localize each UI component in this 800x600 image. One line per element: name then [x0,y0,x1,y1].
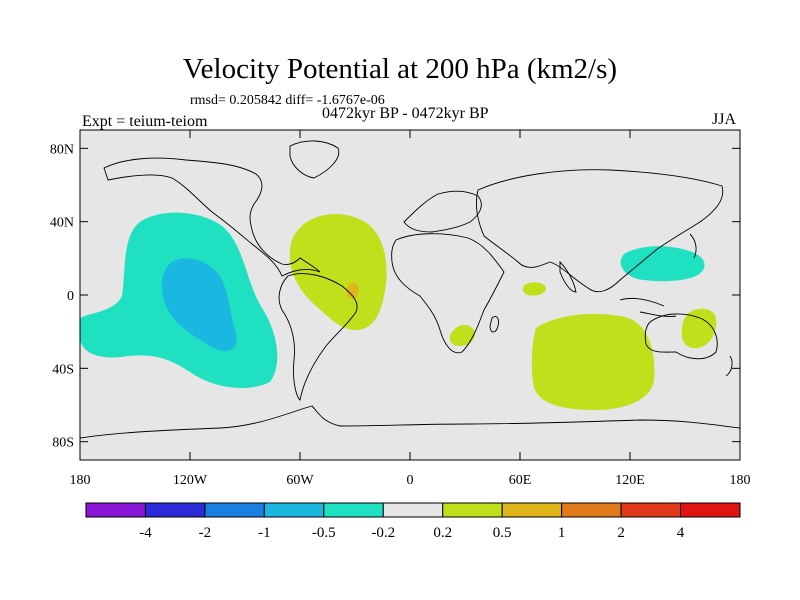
y-tick-label: 40S [52,362,74,377]
region-australia-positive [681,308,717,349]
colorbar-level-label: 4 [677,525,685,541]
colorbar-swatch [501,502,563,518]
region-west-pacific-negative [620,246,705,282]
stats-label: rmsd= 0.205842 diff= -1.6767e-06 [190,93,385,108]
colorbar-level-label: 0.5 [493,525,512,541]
region-indian-ocean-positive [531,313,655,410]
colorbar-swatch [382,502,444,518]
region-east-africa-positive [522,282,546,296]
axis-labels: 180 120W 60W 0 60E 120E 180 80N 40N 0 40S 80S [50,142,751,488]
region-east-pacific-negative-core [161,258,237,351]
region-atlantic-positive-core [346,282,359,299]
coastline-japan [689,233,697,259]
coastline-africa [391,233,505,354]
region-south-africa-positive [449,324,476,346]
colorbar: -4 -2 -1 -0.5 -0.2 0.2 0.5 1 2 4 [85,502,741,541]
axis-ticks [79,130,741,460]
colorbar-level-label: 2 [617,525,625,541]
y-tick-label: 80N [50,142,74,157]
colorbar-level-label: -2 [199,525,212,541]
region-tropical-atlantic-positive [289,213,387,330]
x-tick-label: 60W [286,473,314,488]
x-tick-label: 60E [509,473,532,488]
colorbar-level-label: -4 [139,525,152,541]
x-tick-label: 120W [173,473,208,488]
x-tick-label: 0 [407,473,414,488]
colorbar-level-label: 1 [558,525,566,541]
x-tick-label: 180 [730,473,751,488]
colorbar-level-label: -1 [258,525,271,541]
colorbar-level-label: -0.5 [312,525,336,541]
coastline-antarctica [80,405,740,439]
y-tick-label: 40N [50,216,74,231]
coastline-europe [403,190,482,233]
colorbar-swatch [204,502,265,518]
colorbar-swatch [620,502,682,518]
colorbar-swatch [680,502,741,518]
colorbar-swatch [144,502,206,518]
x-tick-label: 180 [70,473,91,488]
chart-title: Velocity Potential at 200 hPa (km2/s) [182,53,618,85]
coastline-indonesia [619,297,677,317]
colorbar-swatch [263,502,325,518]
coastline-south-america [278,273,358,401]
coastline-madagascar [489,315,499,333]
period-label: 0472kyr BP - 0472kyr BP [322,105,489,122]
experiment-label: Expt = teium-teiom [82,113,208,130]
colorbar-swatch [442,502,503,518]
y-tick-label: 80S [52,436,74,451]
coastlines [80,140,740,439]
y-tick-label: 0 [67,289,74,304]
colorbar-swatch [561,502,622,518]
coastline-australia [644,313,718,360]
coastline-new-zealand [725,355,733,377]
coastline-north-america [103,157,321,277]
colorbar-level-label: -0.2 [371,525,395,541]
colorbar-swatch [85,502,146,518]
coastline-asia [475,169,724,293]
colorbar-swatch [323,502,384,518]
season-label: JJA [712,111,737,128]
x-tick-label: 120E [615,473,645,488]
coastline-india [559,260,577,293]
colorbar-level-label: 0.2 [433,525,452,541]
coastline-greenland [289,140,340,179]
